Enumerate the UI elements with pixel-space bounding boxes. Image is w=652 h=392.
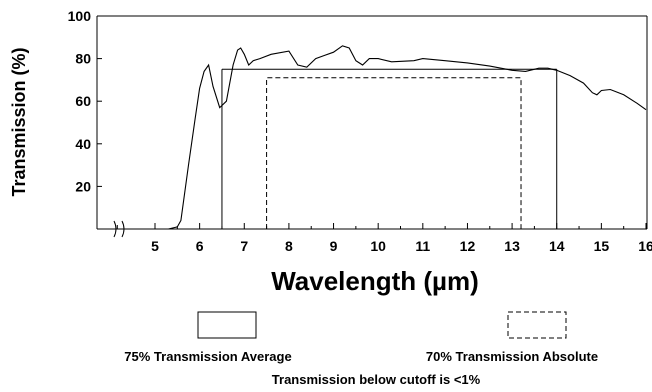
x-tick-label: 13 [504,238,520,254]
x-tick-label: 14 [549,238,565,254]
transmission-curve [97,45,647,230]
legend-label-absolute: 70% Transmission Absolute [426,349,598,364]
y-tick-label: 20 [75,178,91,194]
cutoff-note: Transmission below cutoff is <1% [272,372,481,387]
x-tick-label: 5 [151,238,159,254]
x-tick-label: 11 [415,238,430,254]
y-tick-label: 60 [75,93,91,109]
y-tick-label: 100 [68,8,92,24]
x-tick-label: 16 [638,238,652,254]
x-tick-label: 8 [285,238,293,254]
plot-area [96,15,648,238]
legend-swatch-average [197,311,257,339]
y-axis-title: Transmission (%) [9,47,29,196]
x-tick-label: 12 [460,238,476,254]
legend-label-average: 75% Transmission Average [124,349,291,364]
x-tick-label: 9 [330,238,338,254]
x-tick-label: 7 [240,238,248,254]
y-tick-label: 80 [75,51,91,67]
y-tick-label: 40 [75,136,91,152]
tick-layer: 20 40 60 80 100 5 6 7 8 9 10 11 12 13 14 15 16 [68,8,652,254]
legend-swatch-absolute [507,311,567,339]
x-tick-label: 6 [196,238,204,254]
x-axis-title: Wavelength (µm) [271,266,479,296]
x-tick-label: 15 [594,238,610,254]
x-tick-label: 10 [370,238,386,254]
absolute-box [266,77,522,229]
